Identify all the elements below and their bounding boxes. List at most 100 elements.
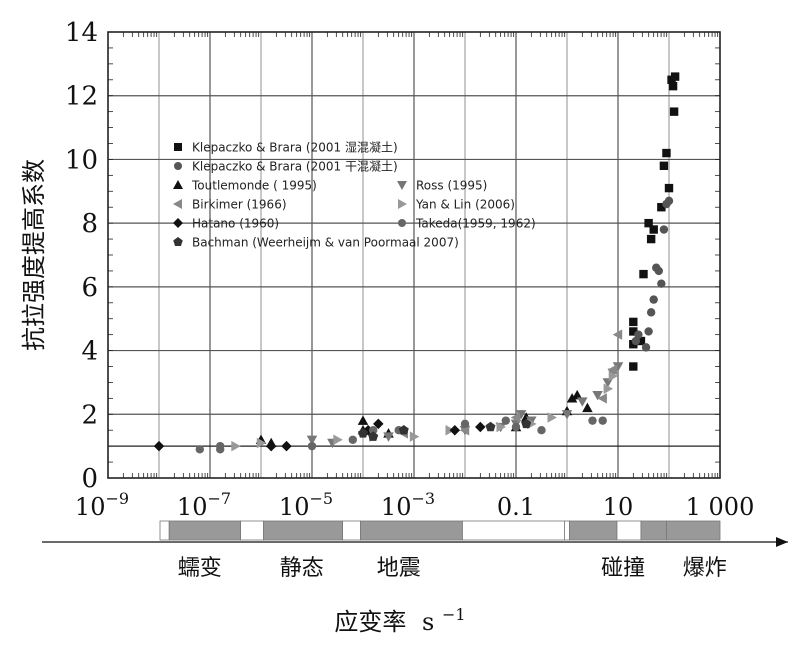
y-tick-label: 6: [81, 273, 98, 303]
data-point: [306, 435, 318, 446]
data-point: [521, 418, 532, 429]
data-point: [515, 410, 527, 420]
legend-label: Klepaczko & Brara (2001 干混凝土): [192, 159, 398, 174]
data-point: [216, 441, 225, 451]
data-point: [265, 440, 277, 452]
y-tick-label: 4: [81, 337, 98, 367]
series-1: [631, 196, 674, 352]
data-point: [409, 431, 420, 442]
data-point: [646, 234, 656, 244]
data-point: [582, 402, 593, 413]
series-5: [231, 370, 619, 452]
data-point: [664, 196, 674, 206]
data-point: [561, 410, 573, 420]
legend-label: Takeda(1959, 1962): [415, 217, 536, 231]
data-point: [603, 383, 614, 395]
data-point: [348, 435, 357, 444]
x-axis-title-main: 应变率: [334, 608, 406, 636]
y-tick-label: 0: [81, 464, 98, 494]
legend-label: Ross (1995): [416, 179, 487, 193]
legend-marker: [397, 181, 407, 190]
legend-label: Klepaczko & Brara (2001 湿混凝土): [192, 140, 398, 155]
regime-segment: [640, 520, 667, 541]
legend-label: Yan & Lin (2006): [415, 198, 515, 212]
y-tick-label: 12: [65, 82, 98, 112]
data-point: [598, 416, 607, 425]
legend-marker: [173, 218, 183, 228]
series-8: [358, 418, 532, 441]
x-tick-label: 10−9: [75, 489, 129, 521]
legend-label: Birkimer (1966): [192, 198, 287, 212]
regime-label: 地震: [377, 556, 421, 581]
regime-segment: [462, 520, 565, 541]
minor-ticks: [108, 32, 720, 478]
regime-segment: [569, 520, 618, 541]
data-point: [612, 362, 624, 372]
x-tick-label: 1 000: [686, 493, 755, 521]
data-point: [281, 440, 292, 452]
data-point: [501, 416, 510, 425]
regime-segment: [240, 520, 264, 541]
regime-segment: [263, 520, 343, 541]
data-point: [657, 279, 666, 288]
legend-marker: [174, 143, 182, 151]
x-tick-labels: 10−9 10−7 10−5 10−3 0.1 10 1 000: [75, 489, 754, 521]
data-point: [612, 329, 623, 340]
data-point: [602, 378, 614, 388]
y-tick-label: 2: [81, 400, 98, 430]
y-axis-title: 抗拉强度提高系数: [20, 159, 48, 351]
data-point: [644, 327, 653, 336]
x-tick-label: 10−5: [279, 489, 333, 521]
data-point: [607, 364, 618, 375]
legend-marker: [173, 237, 183, 247]
data-point: [571, 389, 583, 400]
regime-segment: [666, 520, 721, 541]
regime-segment: [342, 520, 361, 541]
data-point: [657, 203, 666, 212]
series-7: [195, 416, 607, 454]
x-axis-title-exponent: −1: [442, 605, 466, 624]
data-point: [649, 225, 658, 234]
y-tick-labels: 0 2 4 6 8 10 12 14: [65, 18, 98, 494]
data-point: [475, 421, 486, 433]
data-point: [307, 441, 317, 451]
data-point: [256, 437, 267, 449]
regime-label: 爆炸: [683, 556, 727, 581]
data-point: [629, 317, 638, 327]
data-point: [629, 327, 638, 336]
data-point: [646, 308, 656, 317]
series-0: [629, 72, 680, 371]
data-point: [641, 343, 651, 352]
grid-lines: [108, 32, 720, 478]
y-tick-label: 8: [81, 209, 98, 239]
data-point: [631, 336, 641, 346]
legend-marker: [398, 219, 406, 227]
regime-label: 静态: [280, 556, 324, 581]
legend: Klepaczko & Brara (2001 湿混凝土) Klepaczko &…: [173, 140, 536, 250]
data-point: [639, 269, 648, 279]
legend-label: Bachman (Weerheijm & van Poormaal 2007): [192, 236, 459, 250]
data-point: [485, 421, 496, 432]
data-point: [577, 397, 588, 407]
legend-label: Toutlemonde ( 1995): [191, 179, 317, 193]
x-tick-label: 10−3: [381, 489, 435, 521]
data-point: [547, 412, 557, 423]
legend-label: Hatano (1960): [192, 217, 279, 231]
data-point: [511, 422, 521, 432]
data-points: [153, 72, 680, 454]
data-point: [668, 81, 678, 91]
data-point: [231, 440, 241, 452]
data-point: [659, 161, 669, 170]
data-point: [664, 183, 674, 193]
data-point: [398, 424, 409, 435]
data-point: [373, 418, 384, 430]
data-point: [537, 426, 546, 435]
data-point: [333, 434, 343, 446]
data-point: [449, 424, 461, 436]
legend-marker: [398, 199, 407, 209]
data-point: [153, 440, 165, 452]
data-point: [566, 393, 578, 403]
y-tick-label: 10: [65, 145, 98, 175]
regime-segment: [564, 520, 570, 541]
